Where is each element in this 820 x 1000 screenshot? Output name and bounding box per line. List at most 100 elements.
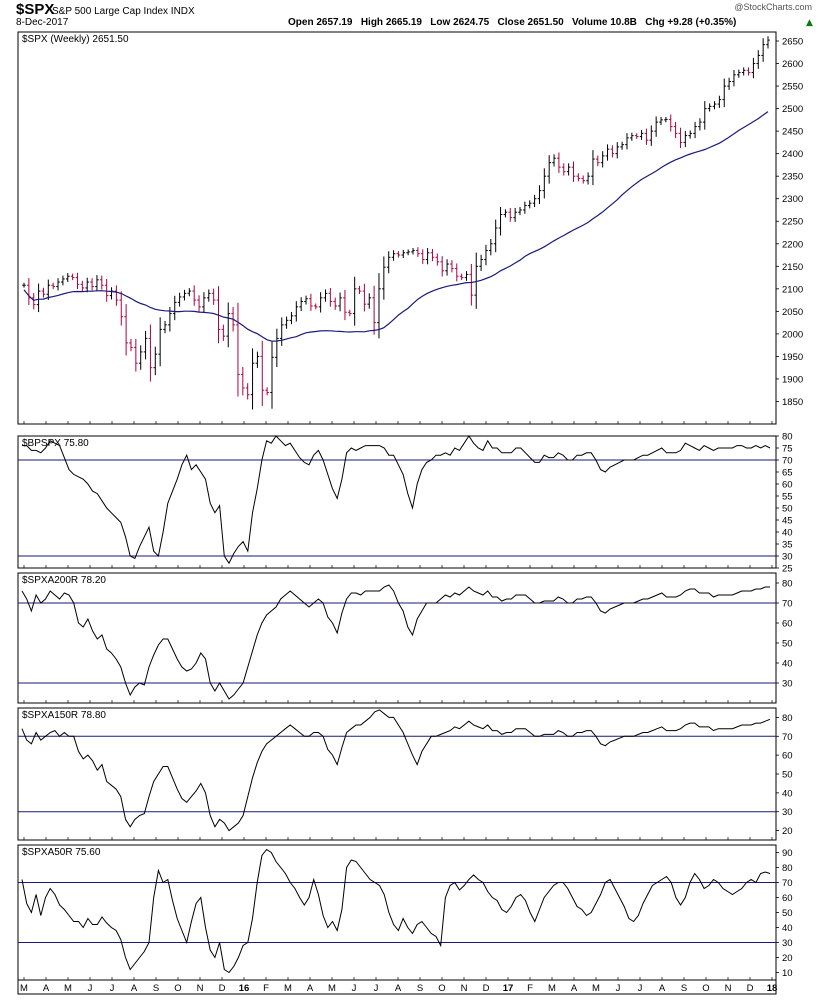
y-tick-label: 2500 xyxy=(782,104,803,115)
y-tick-label: 50 xyxy=(782,639,793,650)
x-tick-label: M xyxy=(20,983,28,994)
y-tick-label: 2150 xyxy=(782,262,803,273)
y-tick-label: 70 xyxy=(782,599,793,610)
indicator-line xyxy=(22,435,771,565)
panel-title: $SPXA200R 78.20 xyxy=(22,575,106,586)
x-tick-label: A xyxy=(307,983,314,994)
watermark: @StockCharts.com xyxy=(734,2,812,12)
y-tick-label: 1950 xyxy=(782,352,803,363)
y-tick-label: 25 xyxy=(782,564,793,575)
x-tick-label: S xyxy=(681,983,687,994)
security-name: S&P 500 Large Cap Index INDX xyxy=(52,6,195,17)
y-tick-label: 70 xyxy=(782,878,793,889)
y-tick-label: 30 xyxy=(782,807,793,818)
change-arrow-icon: ▲ xyxy=(806,18,813,28)
y-tick-label: 30 xyxy=(782,679,793,690)
y-tick-label: 40 xyxy=(782,788,793,799)
x-tick-label: J xyxy=(110,983,115,994)
y-tick-label: 2300 xyxy=(782,194,803,205)
y-tick-label: 2400 xyxy=(782,149,803,160)
y-tick-label: 65 xyxy=(782,468,793,479)
y-tick-label: 20 xyxy=(782,953,793,964)
y-tick-label: 80 xyxy=(782,432,793,443)
y-tick-label: 40 xyxy=(782,528,793,539)
indicator-line xyxy=(21,848,771,974)
y-tick-label: 2450 xyxy=(782,127,803,138)
x-tick-label: A xyxy=(131,983,138,994)
y-tick-label: 2050 xyxy=(782,307,803,318)
x-tick-label: D xyxy=(747,983,754,994)
x-tick-label: J xyxy=(616,983,621,994)
x-tick-label: A xyxy=(659,983,666,994)
x-tick-label: S xyxy=(417,983,423,994)
y-tick-label: 90 xyxy=(782,848,793,859)
x-tick-label: J xyxy=(638,983,643,994)
y-tick-label: 80 xyxy=(782,579,793,590)
y-tick-label: 2650 xyxy=(782,37,803,48)
x-tick-label: M xyxy=(592,983,600,994)
y-tick-label: 30 xyxy=(782,552,793,563)
y-tick-label: 1850 xyxy=(782,397,803,408)
x-tick-label: J xyxy=(88,983,93,994)
panel-frame xyxy=(17,572,777,704)
panel-title: $SPX (Weekly) 2651.50 xyxy=(22,34,129,45)
x-tick-label: D xyxy=(219,983,226,994)
x-tick-label: D xyxy=(483,983,490,994)
x-tick-label: A xyxy=(43,983,50,994)
y-tick-label: 10 xyxy=(782,968,793,979)
y-tick-label: 40 xyxy=(782,659,793,670)
x-tick-label: A xyxy=(395,983,402,994)
x-tick-label: M xyxy=(64,983,72,994)
moving-average-line xyxy=(23,111,769,342)
y-tick-label: 2200 xyxy=(782,239,803,250)
y-tick-label: 75 xyxy=(782,444,793,455)
x-tick-label: F xyxy=(263,983,269,994)
y-tick-label: 55 xyxy=(782,492,793,503)
y-tick-label: 2350 xyxy=(782,172,803,183)
x-tick-label: N xyxy=(725,983,732,994)
y-tick-label: 60 xyxy=(782,751,793,762)
x-tick-label: O xyxy=(438,983,445,994)
y-tick-label: 2100 xyxy=(782,284,803,295)
y-tick-label: 50 xyxy=(782,908,793,919)
y-tick-label: 30 xyxy=(782,938,793,949)
panel-frame xyxy=(17,31,777,425)
x-tick-label: N xyxy=(461,983,468,994)
x-tick-label: O xyxy=(702,983,709,994)
y-tick-label: 70 xyxy=(782,456,793,467)
y-tick-label: 2600 xyxy=(782,59,803,70)
x-tick-label: M xyxy=(284,983,292,994)
panel-title: $SPXA150R 78.80 xyxy=(22,710,106,721)
y-tick-label: 80 xyxy=(782,863,793,874)
y-tick-label: 35 xyxy=(782,540,793,551)
x-tick-label: 17 xyxy=(503,983,514,994)
x-tick-label: S xyxy=(153,983,159,994)
y-tick-label: 60 xyxy=(782,893,793,904)
x-tick-label: M xyxy=(328,983,336,994)
y-tick-label: 60 xyxy=(782,480,793,491)
panel-frame xyxy=(17,435,777,569)
y-tick-label: 50 xyxy=(782,504,793,515)
indicator-line xyxy=(21,709,771,832)
x-axis-frame xyxy=(17,979,777,995)
x-tick-label: N xyxy=(197,983,204,994)
indicator-line xyxy=(21,584,770,700)
x-tick-label: O xyxy=(174,983,181,994)
x-tick-label: F xyxy=(527,983,533,994)
y-tick-label: 20 xyxy=(782,826,793,837)
y-tick-label: 60 xyxy=(782,619,793,630)
x-tick-label: A xyxy=(571,983,578,994)
x-tick-label: J xyxy=(374,983,379,994)
x-tick-label: M xyxy=(548,983,556,994)
chart-date: 8-Dec-2017 xyxy=(16,17,69,28)
x-tick-label: 16 xyxy=(239,983,250,994)
x-tick-label: J xyxy=(352,983,357,994)
y-tick-label: 80 xyxy=(782,713,793,724)
panel-title: $SPXA50R 75.60 xyxy=(22,847,101,858)
panels-layer: 1850190019502000205021002150220022502300… xyxy=(17,31,803,995)
y-tick-label: 70 xyxy=(782,732,793,743)
y-tick-label: 2250 xyxy=(782,217,803,228)
y-tick-label: 50 xyxy=(782,770,793,781)
y-tick-label: 40 xyxy=(782,923,793,934)
